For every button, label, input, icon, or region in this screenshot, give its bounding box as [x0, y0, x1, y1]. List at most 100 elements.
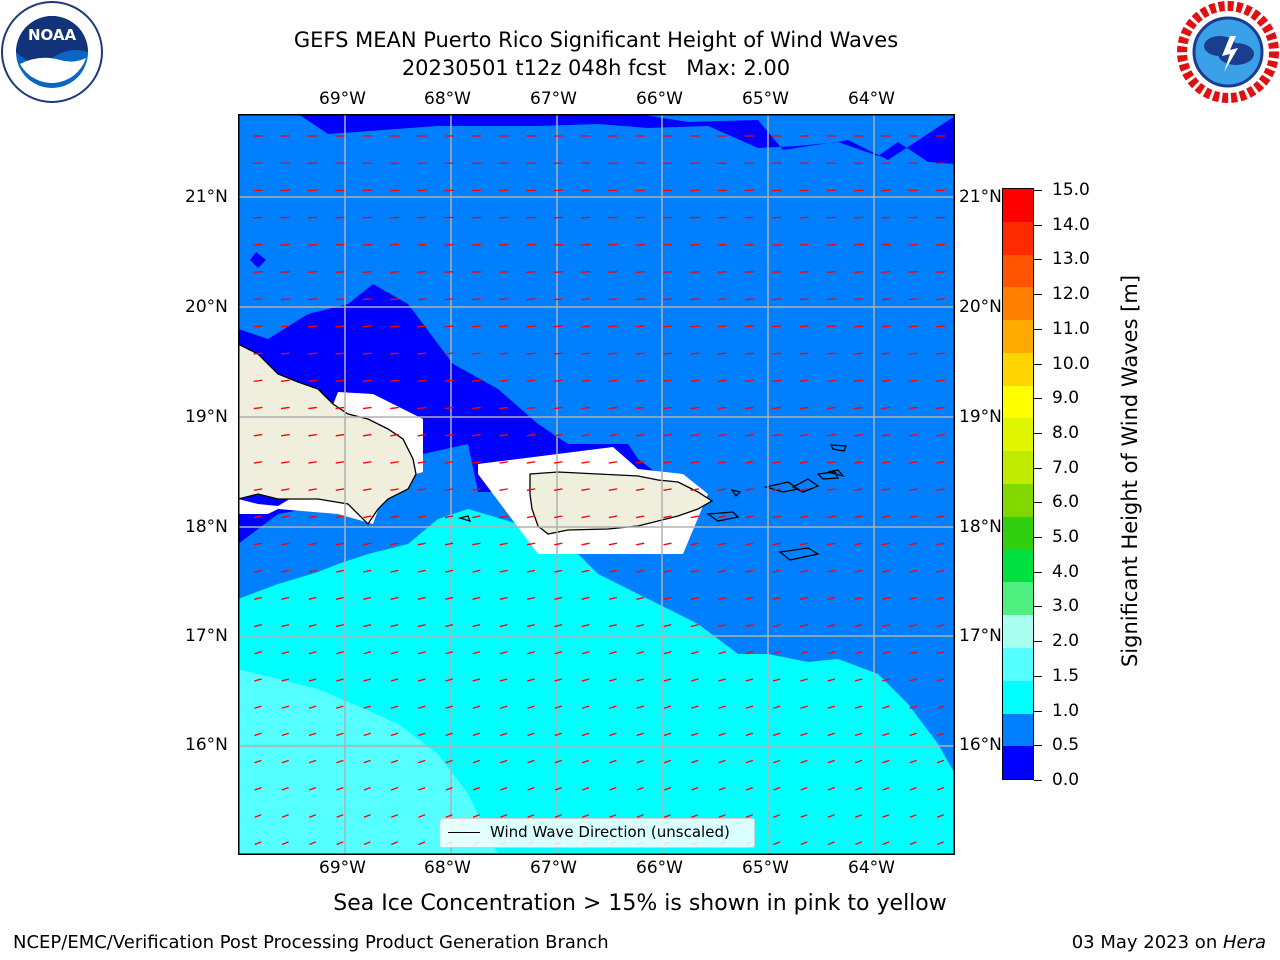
wave-direction-arrow — [854, 325, 864, 328]
wave-direction-arrow — [526, 488, 536, 491]
wave-direction-arrow — [281, 569, 290, 573]
colorbar-tick-mark — [1034, 190, 1042, 191]
wave-direction-arrow — [527, 624, 535, 628]
wave-direction-arrow — [826, 271, 836, 273]
wave-direction-arrow — [909, 596, 918, 600]
wave-direction-arrow — [717, 461, 727, 464]
wave-direction-arrow — [444, 298, 454, 301]
wave-direction-arrow — [854, 759, 863, 764]
wave-direction-arrow — [662, 271, 673, 273]
wave-direction-arrow — [527, 651, 535, 655]
wave-direction-arrow — [254, 759, 262, 764]
wave-direction-arrow — [745, 433, 754, 437]
colorbar-tick-mark — [1034, 363, 1042, 365]
wave-direction-arrow — [554, 624, 563, 628]
wave-direction-arrow — [663, 325, 672, 328]
wave-direction-arrow — [281, 732, 290, 737]
wave-direction-arrow — [390, 542, 399, 546]
wave-direction-arrow — [744, 298, 754, 301]
colorbar-tick-mark — [1034, 537, 1042, 539]
wave-direction-arrow — [909, 569, 918, 573]
wave-direction-arrow — [445, 624, 454, 628]
wave-direction-arrow — [663, 678, 672, 682]
colorbar-tick-label: 9.0 — [1052, 388, 1080, 409]
wave-direction-arrow — [690, 651, 699, 655]
wave-direction-arrow — [826, 298, 836, 301]
wave-direction-arrow — [854, 515, 863, 519]
wave-direction-arrow — [281, 651, 290, 655]
wave-direction-arrow — [526, 325, 536, 328]
wave-direction-arrow — [363, 786, 371, 791]
wave-direction-arrow — [773, 841, 781, 846]
wave-direction-arrow — [444, 352, 454, 355]
wave-direction-arrow — [690, 624, 699, 628]
wave-direction-arrow — [280, 406, 290, 410]
island-culebra — [730, 488, 742, 498]
wave-direction-arrow — [554, 759, 562, 764]
lat-label-left: 16°N — [185, 735, 228, 755]
wave-direction-arrow — [882, 759, 890, 764]
wave-direction-arrow — [526, 271, 536, 273]
wave-direction-arrow — [908, 433, 918, 437]
wave-direction-arrow — [800, 651, 808, 655]
chart-subtitle: 20230501 t12z 048h fcst Max: 2.00 — [401, 56, 791, 80]
wave-direction-arrow — [936, 433, 945, 437]
wave-direction-arrow — [772, 352, 782, 355]
wave-direction-arrow — [608, 569, 617, 573]
wave-direction-arrow — [663, 759, 672, 764]
wave-direction-arrow — [718, 624, 727, 628]
wave-direction-arrow — [390, 515, 399, 519]
wave-direction-arrow — [800, 814, 808, 818]
wave-direction-arrow — [609, 705, 617, 709]
wave-direction-arrow — [772, 678, 781, 682]
wave-direction-arrow — [882, 678, 890, 682]
wave-direction-arrow — [390, 596, 399, 600]
wave-direction-arrow — [635, 298, 645, 301]
wave-direction-arrow — [881, 298, 891, 301]
wave-direction-arrow — [390, 433, 399, 437]
wave-direction-arrow — [336, 705, 344, 709]
wave-direction-arrow — [390, 461, 399, 464]
wave-direction-arrow — [362, 488, 372, 491]
colorbar-tick-label: 4.0 — [1052, 561, 1080, 582]
wave-direction-arrow — [608, 488, 618, 491]
wave-direction-arrow — [253, 461, 263, 464]
wave-direction-arrow — [363, 814, 371, 818]
wave-direction-arrow — [308, 379, 317, 382]
wave-direction-arrow — [909, 732, 917, 737]
wave-direction-arrow — [608, 542, 618, 546]
wave-direction-arrow — [854, 705, 863, 709]
wave-direction-arrow — [389, 298, 400, 301]
wave-direction-arrow — [363, 759, 371, 764]
colorbar-band — [1003, 254, 1033, 288]
wave-direction-arrow — [909, 759, 917, 764]
wave-direction-arrow — [308, 298, 318, 301]
wave-direction-arrow — [772, 624, 781, 628]
wave-direction-arrow — [308, 325, 318, 328]
wave-direction-arrow — [636, 759, 644, 764]
wind-wave-arrows — [253, 135, 946, 846]
wave-direction-arrow — [608, 433, 618, 437]
colorbar-tick-label: 14.0 — [1052, 214, 1090, 235]
wave-direction-arrow — [609, 732, 617, 737]
wave-direction-arrow — [663, 433, 672, 437]
wave-direction-arrow — [827, 488, 836, 491]
wave-direction-arrow — [690, 325, 700, 328]
wave-direction-arrow — [663, 488, 672, 491]
wave-direction-arrow — [499, 433, 509, 437]
wave-direction-arrow — [881, 624, 890, 628]
wave-direction-arrow — [663, 542, 672, 546]
footer-date: 03 May 2023 on Hera — [1072, 932, 1266, 954]
colorbar-tick-mark — [1034, 502, 1042, 504]
wave-direction-arrow — [445, 678, 453, 682]
wave-direction-arrow — [691, 814, 699, 818]
wave-direction-arrow — [581, 624, 590, 628]
wave-direction-arrow — [472, 379, 481, 382]
wave-direction-arrow — [827, 814, 835, 818]
wave-direction-arrow — [800, 759, 808, 764]
wave-direction-arrow — [499, 406, 509, 410]
lat-label-left: 20°N — [185, 297, 228, 317]
wave-direction-arrow — [254, 786, 262, 791]
wave-direction-arrow — [908, 271, 918, 273]
wave-direction-arrow — [772, 271, 782, 273]
